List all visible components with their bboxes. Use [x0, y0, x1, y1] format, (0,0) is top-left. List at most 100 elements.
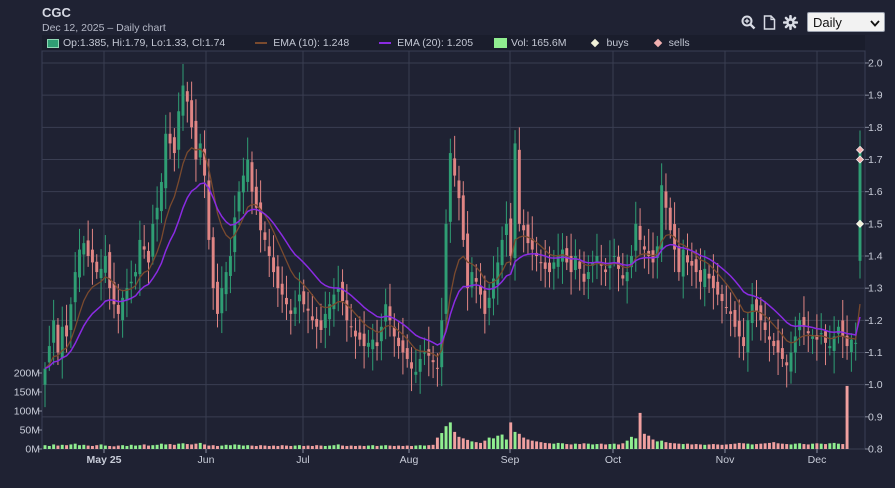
- candle: [504, 201, 508, 257]
- candle-body: [418, 358, 422, 372]
- volume-bar: [90, 445, 94, 449]
- candle-body: [82, 243, 86, 255]
- candle: [332, 278, 336, 327]
- candle: [776, 319, 780, 376]
- candle-body: [293, 307, 297, 314]
- month-tick-label: Sep: [501, 454, 520, 466]
- volume-bar: [172, 444, 176, 449]
- document-icon[interactable]: [761, 14, 777, 30]
- volume-bar: [310, 445, 314, 449]
- volume-bar: [832, 442, 836, 449]
- volume-bar: [328, 445, 332, 449]
- candle: [815, 314, 819, 361]
- candle-body: [504, 223, 508, 235]
- price-tick-label: 1.5: [868, 218, 883, 230]
- legend-ema20: EMA (20): 1.205: [365, 37, 473, 49]
- candle-body: [108, 252, 112, 289]
- sell-marker: [855, 155, 865, 164]
- candle-body: [310, 316, 314, 321]
- candle: [358, 316, 362, 347]
- volume-bar: [185, 444, 189, 449]
- volume-bar: [224, 444, 228, 449]
- candle-body: [453, 158, 457, 176]
- volume-bar: [698, 444, 702, 449]
- candle: [828, 325, 832, 356]
- gear-icon[interactable]: [782, 14, 798, 30]
- zoom-icon[interactable]: [740, 14, 756, 30]
- candle-body: [259, 202, 263, 231]
- candle: [323, 291, 327, 349]
- candle: [483, 275, 487, 334]
- volume-bar: [82, 444, 86, 449]
- volume-bar: [405, 445, 409, 449]
- candle-body: [806, 331, 810, 334]
- volume-bar: [461, 438, 465, 449]
- candle-body: [742, 337, 746, 347]
- candle-body: [246, 159, 250, 182]
- candle-body: [272, 257, 276, 273]
- candle: [379, 313, 383, 361]
- candle: [90, 228, 94, 285]
- candle-body: [285, 297, 288, 305]
- candle: [509, 202, 513, 266]
- volume-bar: [371, 445, 375, 449]
- volume-bar: [806, 444, 810, 449]
- candle: [397, 322, 401, 359]
- legend-ema10-text: EMA (10): 1.248: [273, 37, 350, 49]
- candle: [203, 130, 207, 199]
- volume-bar: [211, 445, 215, 449]
- volume-bar: [155, 444, 159, 449]
- candle-body: [375, 342, 379, 347]
- volume-bar: [612, 443, 616, 449]
- candle: [172, 128, 176, 172]
- volume-bar: [491, 438, 495, 449]
- candle-body: [849, 339, 853, 353]
- volume-bar: [138, 445, 142, 449]
- volume-bar: [694, 444, 698, 449]
- volume-bar: [159, 443, 163, 449]
- candle-body: [405, 348, 409, 359]
- volume-bar: [414, 445, 418, 449]
- candle: [224, 261, 228, 312]
- volume-bar: [134, 445, 138, 449]
- candle: [444, 209, 448, 329]
- candle-body: [168, 133, 172, 144]
- candle: [457, 165, 461, 221]
- candle: [565, 235, 569, 271]
- candle-body: [203, 148, 207, 176]
- candle: [241, 157, 245, 214]
- candle: [763, 301, 767, 343]
- candle: [487, 284, 491, 326]
- candle-body: [280, 283, 284, 295]
- candle-body: [681, 249, 685, 277]
- candle: [629, 245, 633, 279]
- volume-bar: [724, 444, 728, 449]
- candle: [560, 233, 564, 284]
- candle-body: [466, 233, 470, 289]
- volume-bar: [375, 445, 379, 449]
- volume-bar: [530, 440, 534, 449]
- candle-body: [254, 186, 258, 208]
- volume-bar: [703, 444, 707, 449]
- candle: [742, 318, 746, 361]
- interval-select[interactable]: Daily: [807, 12, 885, 32]
- candle: [371, 323, 375, 371]
- price-tick-label: 1.8: [868, 122, 883, 134]
- candle-body: [302, 291, 306, 305]
- price-tick-label: 2.0: [868, 58, 883, 70]
- candle-body: [289, 310, 293, 314]
- candle: [345, 284, 349, 342]
- candle: [789, 331, 793, 384]
- volume-bar: [539, 442, 543, 449]
- candle-body: [586, 272, 590, 280]
- candle-body: [720, 293, 724, 302]
- candle-body: [785, 362, 789, 366]
- volume-bar: [711, 444, 715, 449]
- candle-body: [86, 240, 90, 256]
- candle: [159, 173, 163, 223]
- volume-bar: [142, 444, 146, 449]
- volume-bar: [716, 444, 720, 449]
- candle: [354, 317, 357, 359]
- candle: [496, 247, 500, 305]
